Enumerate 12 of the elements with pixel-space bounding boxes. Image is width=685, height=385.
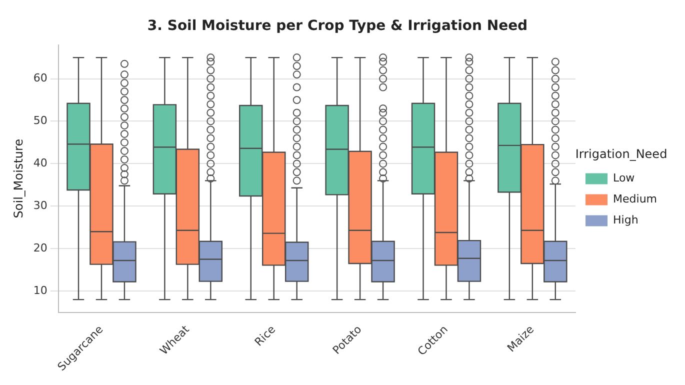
legend-label: Low — [613, 172, 635, 185]
y-tick-label: 50 — [33, 114, 48, 128]
legend-label: Medium — [613, 192, 657, 206]
y-tick-label: 60 — [33, 72, 48, 85]
chart-title: 3. Soil Moisture per Crop Type & Irrigation Need — [147, 18, 528, 34]
y-tick-label: 10 — [33, 284, 48, 297]
y-tick-label: 30 — [33, 199, 48, 212]
legend-title: Irrigation_Need — [575, 146, 668, 161]
y-axis-title: Soil_Moisture — [11, 138, 26, 218]
legend-label: High — [613, 214, 638, 227]
y-tick-label: 20 — [33, 241, 48, 254]
y-tick-label: 40 — [33, 156, 48, 170]
